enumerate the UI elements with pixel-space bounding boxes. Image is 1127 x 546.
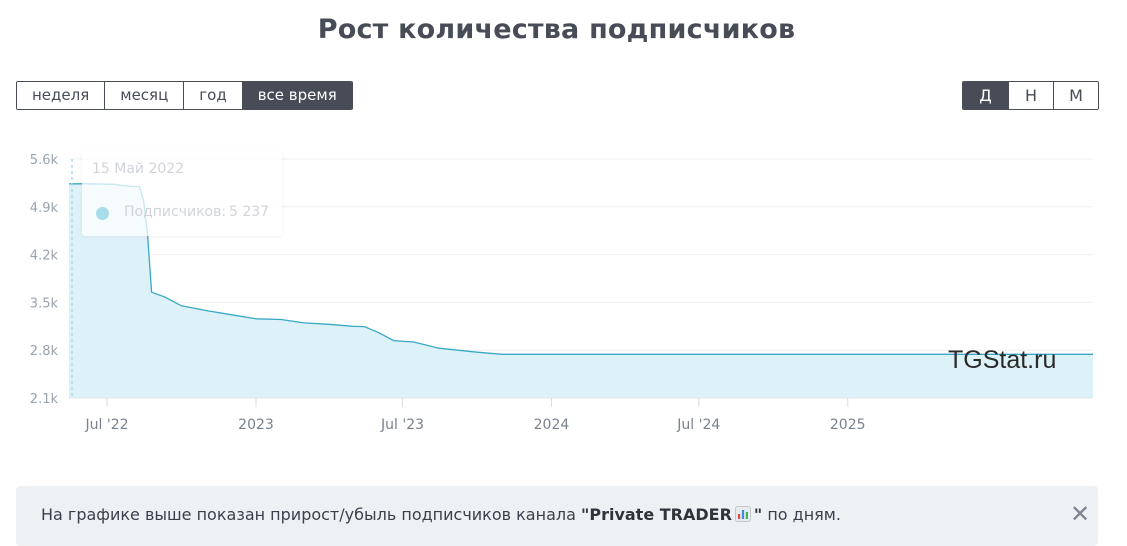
info-banner: На графике выше показан прирост/убыль по… [16,486,1098,546]
channel-name: "Private TRADER " [581,505,763,524]
y-tick-label: 2.8k [30,344,59,359]
info-prefix: На графике выше показан прирост/убыль по… [41,505,581,524]
x-tick-label: Jul '24 [676,417,720,433]
x-tick-label: 2024 [534,417,570,433]
series-area [69,183,1093,398]
period-selector: неделя месяц год все время [16,81,353,110]
bar-chart-emoji-icon [734,506,751,522]
granularity-day-button[interactable]: Д [963,82,1008,109]
chart-tooltip: 15 Май 2022 Подписчиков: 5 237 [82,150,282,236]
tooltip-series-dot-icon [96,207,109,220]
granularity-selector: Д Н М [962,81,1099,110]
page-title: Рост количества подписчиков [317,14,796,45]
period-week-button[interactable]: неделя [17,82,105,109]
period-all-time-button[interactable]: все время [241,82,352,109]
tooltip-series-label: Подписчиков: [124,204,227,220]
info-text: На графике выше показан прирост/убыль по… [41,505,841,524]
close-icon[interactable]: ✕ [1070,500,1091,528]
tooltip-date: 15 Май 2022 [92,161,185,177]
y-tick-label: 4.2k [30,249,59,264]
y-tick-label: 5.6k [30,153,59,168]
x-tick-label: 2023 [238,417,274,433]
x-tick-label: 2025 [830,417,866,433]
tooltip-value: 5 237 [229,204,270,220]
watermark: TGStat.ru [948,346,1057,374]
y-tick-label: 4.9k [30,201,59,216]
x-tick-label: Jul '23 [380,417,424,433]
granularity-month-button[interactable]: М [1053,82,1098,109]
x-tick-label: Jul '22 [85,417,129,433]
period-month-button[interactable]: месяц [104,82,184,109]
info-suffix: по дням. [762,505,841,524]
y-tick-label: 3.5k [30,296,59,311]
y-tick-label: 2.1k [30,392,59,407]
period-year-button[interactable]: год [183,82,242,109]
granularity-week-button[interactable]: Н [1008,82,1053,109]
